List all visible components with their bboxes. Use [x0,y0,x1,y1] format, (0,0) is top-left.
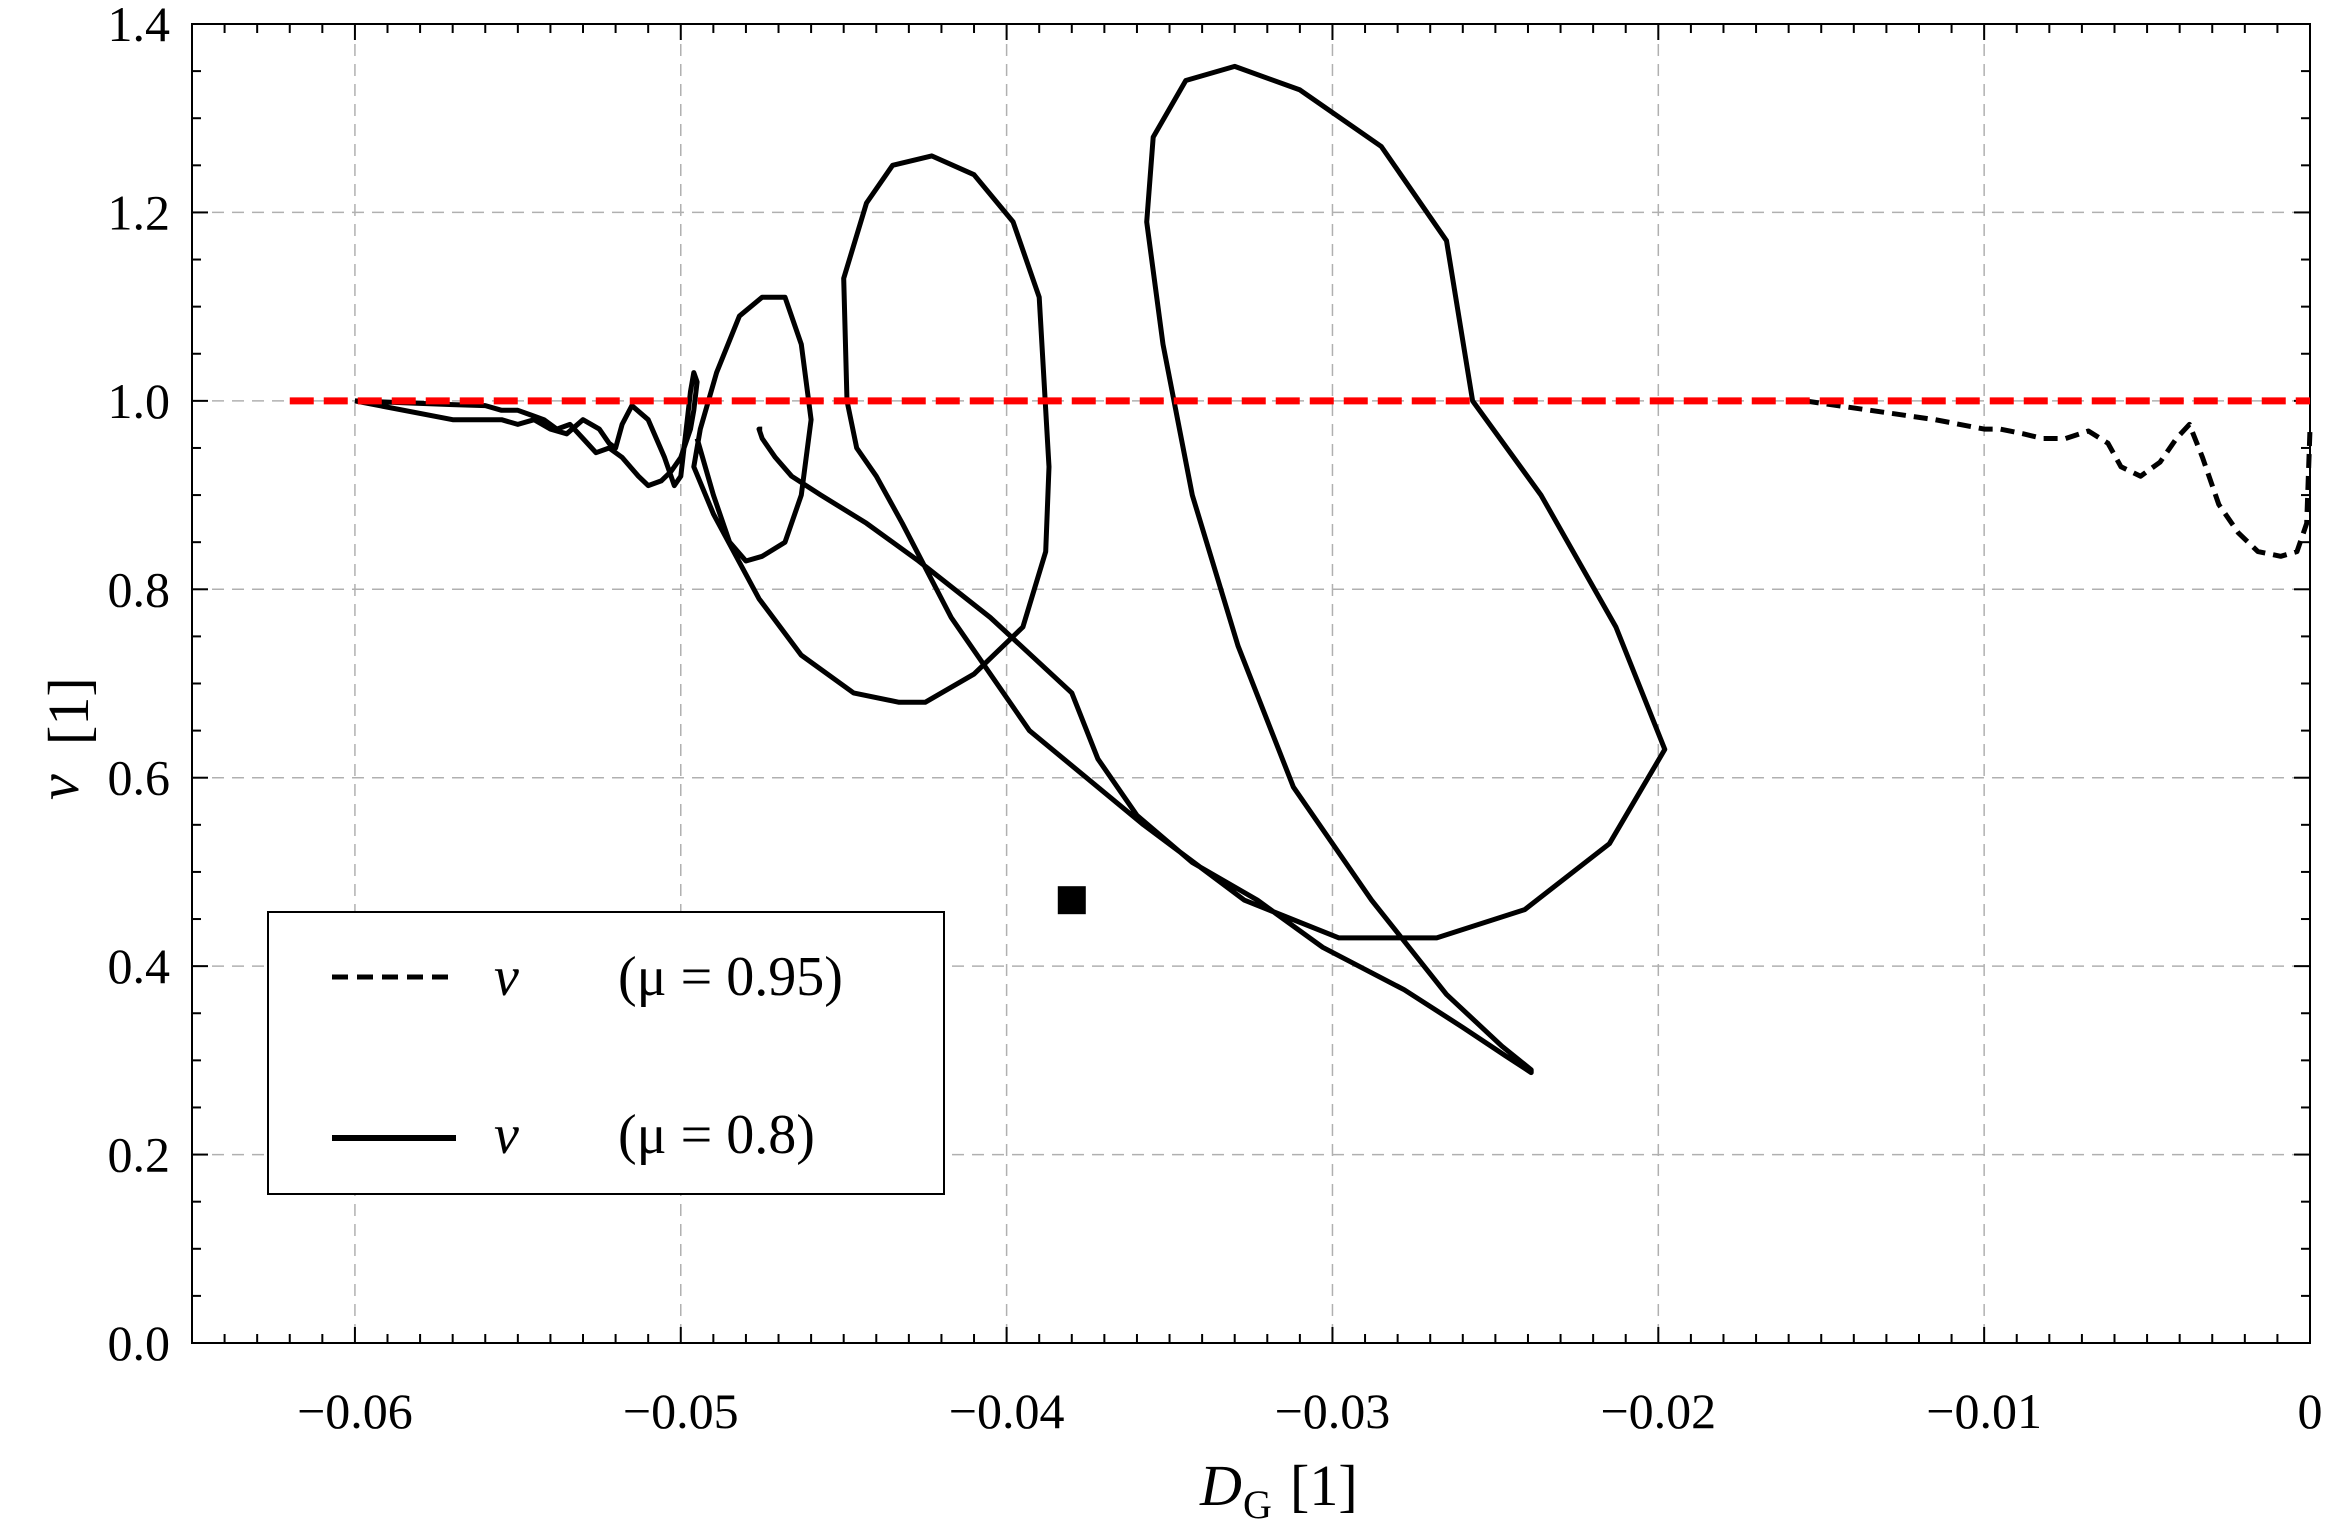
series-layer [289,63,2313,1076]
x-axis-title-symbol: D [1199,1453,1242,1518]
x-axis-title-unit: [1] [1290,1453,1358,1518]
y-tick-label: 1.0 [108,373,171,429]
legend-symbol-mu095: ν [494,946,519,1008]
axis-ticks: −0.06 −0.05 −0.04 −0.03 −0.02 −0.01 0 0.0 0.2 0.4… [108,0,2323,1439]
series-line-mu08-tail [354,370,700,489]
x-axis-title-subscript: G [1243,1482,1272,1527]
y-tick-label: 0.6 [108,750,171,806]
legend-label-mu095: (μ = 0.95) [618,946,843,1008]
y-tick-label: 0.0 [108,1315,171,1371]
legend-label-mu08: (μ = 0.8) [618,1104,815,1166]
x-tick-label: −0.02 [1600,1383,1716,1439]
y-tick-label: 0.2 [108,1127,171,1183]
y-tick-label: 1.2 [108,184,171,240]
x-tick-label: −0.04 [949,1383,1065,1439]
series-line-mu095 [1804,398,2313,559]
y-axis-title-unit: [1] [36,677,101,745]
x-tick-label: −0.06 [297,1383,413,1439]
y-axis-title-symbol: ν [26,774,91,800]
legend-symbol-mu08: ν [494,1104,519,1166]
square-marker [1057,886,1086,915]
x-tick-label: −0.01 [1926,1383,2042,1439]
x-tick-label: −0.05 [623,1383,739,1439]
x-axis-title: D G [1] [1199,1453,1358,1527]
y-tick-label: 1.4 [108,0,171,52]
legend: ν (μ = 0.95) ν (μ = 0.8) [267,911,945,1195]
y-tick-label: 0.8 [108,561,171,617]
x-tick-label: −0.03 [1275,1383,1391,1439]
x-tick-label: 0 [2298,1383,2323,1439]
y-tick-label: 0.4 [108,938,171,994]
legend-box [267,911,945,1195]
y-axis-title: ν [1] [26,677,101,800]
series-line-mu08 [691,63,1668,1076]
